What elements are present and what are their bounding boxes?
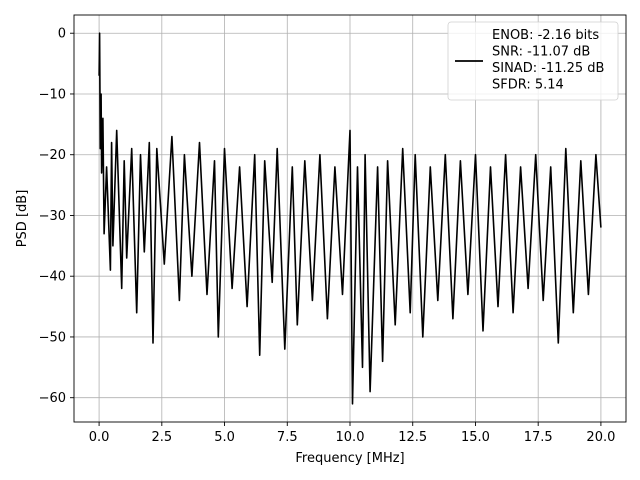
y-tick-label: 0 xyxy=(58,27,66,42)
y-tick-label: −50 xyxy=(39,330,66,345)
psd-series-line xyxy=(98,32,602,405)
x-tick-label: 17.5 xyxy=(524,430,553,445)
y-tick-label: −60 xyxy=(39,391,66,406)
y-axis-label: PSD [dB] xyxy=(15,190,30,248)
legend-box xyxy=(447,21,619,101)
y-tick-label: −10 xyxy=(39,87,66,102)
y-tick-label: −20 xyxy=(39,148,66,163)
legend-line: SNR: -11.07 dB xyxy=(492,45,590,60)
x-tick-label: 5.0 xyxy=(214,430,235,445)
y-axis: 0 −10 −20 −30 −40 −50 −60 xyxy=(39,27,74,406)
legend-line: SINAD: -11.25 dB xyxy=(492,61,604,76)
legend-line: ENOB: -2.16 bits xyxy=(492,28,599,43)
x-tick-label: 7.5 xyxy=(277,430,298,445)
x-tick-label: 12.5 xyxy=(398,430,427,445)
legend-line: SFDR: 5.14 xyxy=(492,78,564,93)
x-axis: 0.0 2.5 5.0 7.5 10.0 12.5 15.0 17.5 20.0 xyxy=(89,422,615,445)
x-tick-label: 10.0 xyxy=(336,430,365,445)
y-tick-label: −40 xyxy=(39,270,66,285)
y-tick-label: −30 xyxy=(39,209,66,224)
x-tick-label: 20.0 xyxy=(586,430,615,445)
series-layer xyxy=(98,32,602,405)
x-tick-label: 2.5 xyxy=(151,430,172,445)
x-tick-label: 0.0 xyxy=(89,430,110,445)
x-axis-label: Frequency [MHz] xyxy=(295,451,404,466)
x-tick-label: 15.0 xyxy=(461,430,490,445)
